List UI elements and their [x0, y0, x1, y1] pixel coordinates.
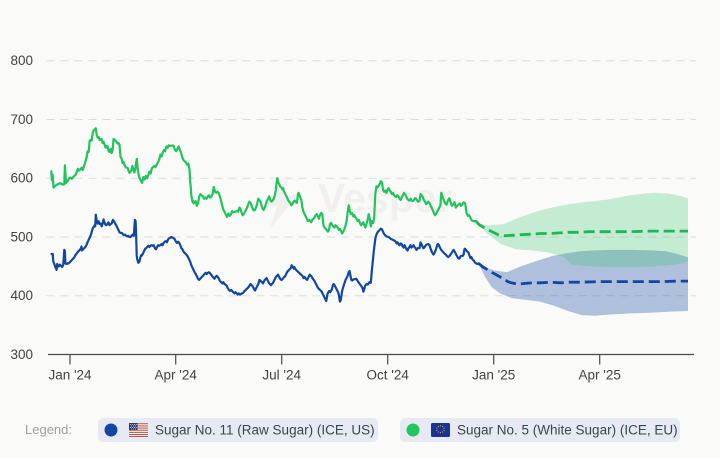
svg-text:Legend:: Legend:	[25, 422, 72, 437]
svg-text:Vesper: Vesper	[318, 175, 453, 221]
svg-text:Apr '24: Apr '24	[155, 368, 198, 383]
svg-text:300: 300	[10, 347, 33, 362]
svg-text:Sugar No. 11 (Raw Sugar) (ICE,: Sugar No. 11 (Raw Sugar) (ICE, US)	[155, 423, 375, 438]
svg-text:Jul '24: Jul '24	[262, 368, 301, 383]
svg-text:400: 400	[10, 288, 33, 303]
svg-text:Apr '25: Apr '25	[579, 368, 621, 383]
svg-text:Oct '24: Oct '24	[367, 368, 410, 383]
svg-text:600: 600	[10, 171, 33, 186]
svg-text:Jan '24: Jan '24	[48, 368, 92, 383]
svg-text:Sugar No. 5 (White Sugar) (ICE: Sugar No. 5 (White Sugar) (ICE, EU)	[457, 423, 678, 438]
svg-text:Jan '25: Jan '25	[472, 368, 515, 383]
svg-text:500: 500	[10, 230, 33, 245]
svg-text:800: 800	[10, 53, 33, 68]
svg-text:700: 700	[10, 112, 33, 127]
